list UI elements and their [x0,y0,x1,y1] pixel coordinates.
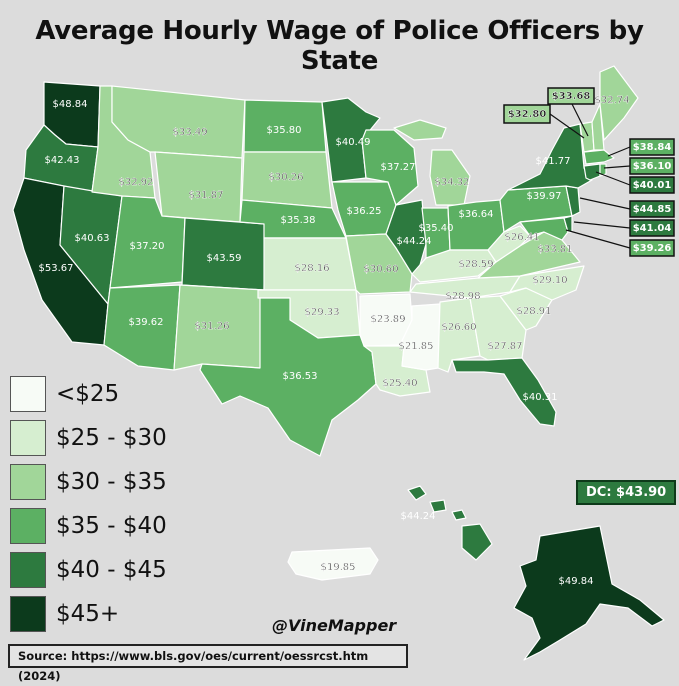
legend-label: $45+ [56,601,120,627]
legend-swatch [10,552,46,588]
legend-label: $40 - $45 [56,557,167,583]
value-label-fl: $40.31 [523,392,558,403]
legend-item: <$25 [10,372,167,416]
value-label-ar: $23.89 [371,314,406,325]
source-citation: Source: https://www.bls.gov/oes/current/… [8,644,408,683]
state-hi [407,485,493,561]
value-label-nc: $29.10 [533,275,568,286]
legend: <$25 $25 - $30 $30 - $35 $35 - $40 $40 -… [10,372,167,636]
value-label-wv: $26.41 [505,232,540,243]
state-mi-up [393,119,447,141]
value-label-wy: $31.87 [189,190,224,201]
value-label-nj: $44.85 [633,204,672,215]
credit-handle: @VineMapper [272,616,397,635]
value-label-mn: $40.49 [336,137,371,148]
value-label-pa: $39.97 [527,191,562,202]
legend-item: $35 - $40 [10,504,167,548]
value-label-id: $32.92 [119,177,154,188]
callout-box-vt [547,87,595,105]
legend-swatch [10,464,46,500]
value-label-tx: $36.53 [283,371,318,382]
state-ct [583,163,601,181]
value-label-ms: $21.85 [399,341,434,352]
state-nc [509,265,585,301]
value-label-pr: $19.85 [321,562,356,573]
value-label-az: $39.62 [129,317,164,328]
value-label-ga: $27.87 [488,341,523,352]
value-label-nv: $40.63 [75,233,110,244]
state-labels: $48.84 $42.43 $53.67 $40.63 $32.92 $33.49 $31.… [39,91,672,587]
territory-pr [287,547,379,581]
map-title: Average Hourly Wage of Police Officers b… [35,16,644,76]
state-ak [513,525,665,661]
value-label-hi: $44.24 [401,511,436,522]
value-label-wa: $48.84 [53,99,88,110]
value-label-sc: $28.91 [517,306,552,317]
legend-swatch [10,376,46,412]
value-label-ks: $28.16 [295,263,330,274]
value-label-nd: $35.80 [267,125,302,136]
legend-label: <$25 [56,381,120,407]
value-label-al: $26.60 [442,322,477,333]
value-label-ky: $28.59 [459,259,494,270]
value-label-in: $35.40 [419,223,454,234]
value-label-de: $41.04 [633,223,672,234]
legend-swatch [10,508,46,544]
state-me [599,65,639,141]
state-tx [199,297,377,457]
state-mn [321,97,381,183]
legend-item: $30 - $35 [10,460,167,504]
legend-swatch [10,420,46,456]
value-label-mt: $33.49 [173,127,208,138]
value-label-ia: $36.25 [347,206,382,217]
value-label-la: $25.40 [383,378,418,389]
legend-label: $25 - $30 [56,425,167,451]
value-label-ri: $36.10 [633,161,672,172]
value-label-co: $43.59 [207,253,242,264]
state-ma [583,149,615,165]
value-label-md: $39.26 [633,243,672,254]
legend-label: $30 - $35 [56,469,167,495]
value-label-or: $42.43 [45,155,80,166]
value-label-ok: $29.33 [305,307,340,318]
value-label-va: $33.81 [538,244,573,255]
value-label-wi: $37.27 [381,162,416,173]
value-label-tn: $28.98 [446,291,481,302]
value-label-sd: $30.26 [269,172,304,183]
value-label-ca: $53.67 [39,263,74,274]
value-label-nh: $32.74 [595,95,630,106]
value-label-ut: $37.20 [130,241,165,252]
value-label-ak: $49.84 [559,576,594,587]
legend-item: $45+ [10,592,167,636]
dc-callout: DC: $43.90 [576,480,677,505]
value-label-ct: $40.01 [633,180,672,191]
value-label-me: $32.80 [508,109,547,120]
legend-item: $25 - $30 [10,416,167,460]
value-label-oh: $36.64 [459,209,494,220]
state-wy [154,151,243,223]
state-fl [451,357,557,427]
callouts [503,87,675,257]
state-ri [599,163,607,177]
legend-item: $40 - $45 [10,548,167,592]
value-label-ma: $38.84 [633,142,672,153]
value-label-nm: $31.26 [195,321,230,332]
state-ny [507,123,593,191]
value-label-mi: $34.32 [435,177,470,188]
legend-label: $35 - $40 [56,513,167,539]
state-va [477,231,581,279]
value-label-vt: $33.68 [552,91,591,102]
value-label-ne: $35.38 [281,215,316,226]
value-label-il: $44.24 [397,236,432,247]
legend-swatch [10,596,46,632]
value-label-ny: $41.77 [536,156,571,167]
value-label-mo: $30.60 [364,264,399,275]
